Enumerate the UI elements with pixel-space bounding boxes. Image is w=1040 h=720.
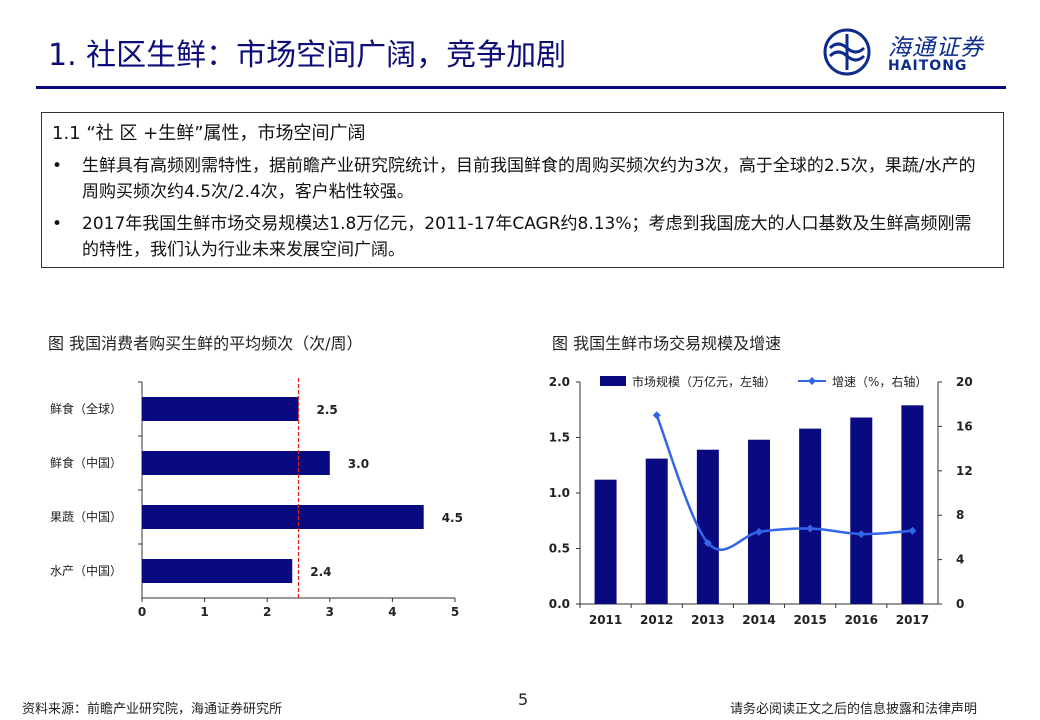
left-y-tick-label: 1.0 xyxy=(549,486,570,500)
legend-bar-swatch xyxy=(600,376,626,386)
summary-box: 1.1 “社 区 +生鲜”属性，市场空间广阔 • 生鲜具有高频刚需特性，据前瞻产… xyxy=(41,112,1004,268)
right-y-tick-label: 12 xyxy=(956,464,973,478)
right-y-tick-label: 4 xyxy=(956,553,964,567)
bar xyxy=(142,397,299,421)
bar xyxy=(594,479,617,604)
logo-chinese-text: 海通证券 xyxy=(888,35,984,61)
left-y-tick-label: 0.5 xyxy=(549,542,570,556)
bullet-dot: • xyxy=(52,156,63,176)
x-tick-label: 3 xyxy=(326,605,334,619)
bullet-text: 2017年我国生鲜市场交易规模达1.8万亿元，2011-17年CAGR约8.13… xyxy=(82,214,972,260)
bullet-dot: • xyxy=(52,214,63,234)
left-y-tick-label: 1.5 xyxy=(549,431,570,445)
data-label: 2.4 xyxy=(310,565,331,579)
page-number: 5 xyxy=(518,690,529,709)
bar xyxy=(142,505,424,529)
market-size-combo-chart: 0.0 0.5 1.0 1.5 2.0 0 4 8 12 16 20 2011 2012 2013 2014… xyxy=(549,374,973,627)
category-label: 鲜食（全球） xyxy=(50,401,122,416)
data-label: 4.5 xyxy=(442,511,463,525)
haitong-logo: 海通证券 HAITONG xyxy=(818,26,1018,78)
haitong-emblem-icon xyxy=(823,28,871,76)
category-label: 果蔬（中国） xyxy=(50,509,122,524)
growth-rate-line xyxy=(655,414,913,551)
x-tick-label: 2016 xyxy=(845,613,878,627)
legend-line-marker xyxy=(808,377,816,385)
bar xyxy=(696,449,719,604)
left-y-tick-label: 2.0 xyxy=(549,375,570,389)
x-tick-label: 5 xyxy=(451,605,459,619)
frequency-bar-chart: 鲜食（全球） 2.5 鲜食（中国） 3.0 果蔬（中国） 4.5 水产（中国） 2.4 0 1 2 3… xyxy=(50,378,463,619)
line-point xyxy=(806,524,815,533)
chart-right-title: 图 我国生鲜市场交易规模及增速 xyxy=(552,334,782,353)
x-tick-label: 2017 xyxy=(896,613,929,627)
x-tick-label: 1 xyxy=(200,605,208,619)
bar xyxy=(142,451,330,475)
left-y-tick-label: 0.0 xyxy=(549,597,570,611)
x-tick-label: 0 xyxy=(138,605,146,619)
header-divider xyxy=(36,86,1006,89)
x-tick-label: 4 xyxy=(388,605,396,619)
source-note: 资料来源：前瞻产业研究院，海通证券研究所 xyxy=(22,702,283,717)
x-tick-label: 2014 xyxy=(742,613,775,627)
chart-left-title: 图 我国消费者购买生鲜的平均频次（次/周） xyxy=(48,334,363,353)
legend-bar-label: 市场规模（万亿元，左轴） xyxy=(632,374,776,389)
x-tick-label: 2013 xyxy=(691,613,724,627)
line-point xyxy=(755,527,763,536)
page-title: 1. 社区生鲜：市场空间广阔，竞争加剧 xyxy=(48,38,567,73)
x-tick-label: 2015 xyxy=(793,613,826,627)
right-y-tick-label: 20 xyxy=(956,375,973,389)
bar xyxy=(901,405,924,604)
data-label: 2.5 xyxy=(317,403,338,417)
line-point xyxy=(857,530,866,539)
category-label: 水产（中国） xyxy=(50,563,122,578)
x-tick-label: 2011 xyxy=(589,613,622,627)
bullet-text: 生鲜具有高频刚需特性，据前瞻产业研究院统计，目前我国鲜食的周购买频次约为3次，高… xyxy=(82,156,976,202)
bar xyxy=(748,439,770,604)
x-tick-label: 2012 xyxy=(640,613,673,627)
line-point xyxy=(908,526,917,535)
bar xyxy=(850,417,873,604)
legal-disclaimer: 请务必阅读正文之后的信息披露和法律声明 xyxy=(730,702,978,717)
line-point xyxy=(652,411,661,420)
right-y-tick-label: 0 xyxy=(956,597,964,611)
right-y-tick-label: 8 xyxy=(956,508,964,522)
right-y-tick-label: 16 xyxy=(956,419,973,433)
summary-heading: 1.1 “社 区 +生鲜”属性，市场空间广阔 xyxy=(52,123,366,144)
x-tick-label: 2 xyxy=(263,605,271,619)
bar xyxy=(799,428,822,604)
bar xyxy=(142,559,293,583)
line-point xyxy=(703,538,712,547)
logo-english-text: HAITONG xyxy=(888,58,968,74)
legend-line-label: 增速（%，右轴） xyxy=(832,374,927,389)
category-label: 鲜食（中国） xyxy=(50,455,122,470)
data-label: 3.0 xyxy=(348,457,369,471)
bar xyxy=(645,458,668,604)
